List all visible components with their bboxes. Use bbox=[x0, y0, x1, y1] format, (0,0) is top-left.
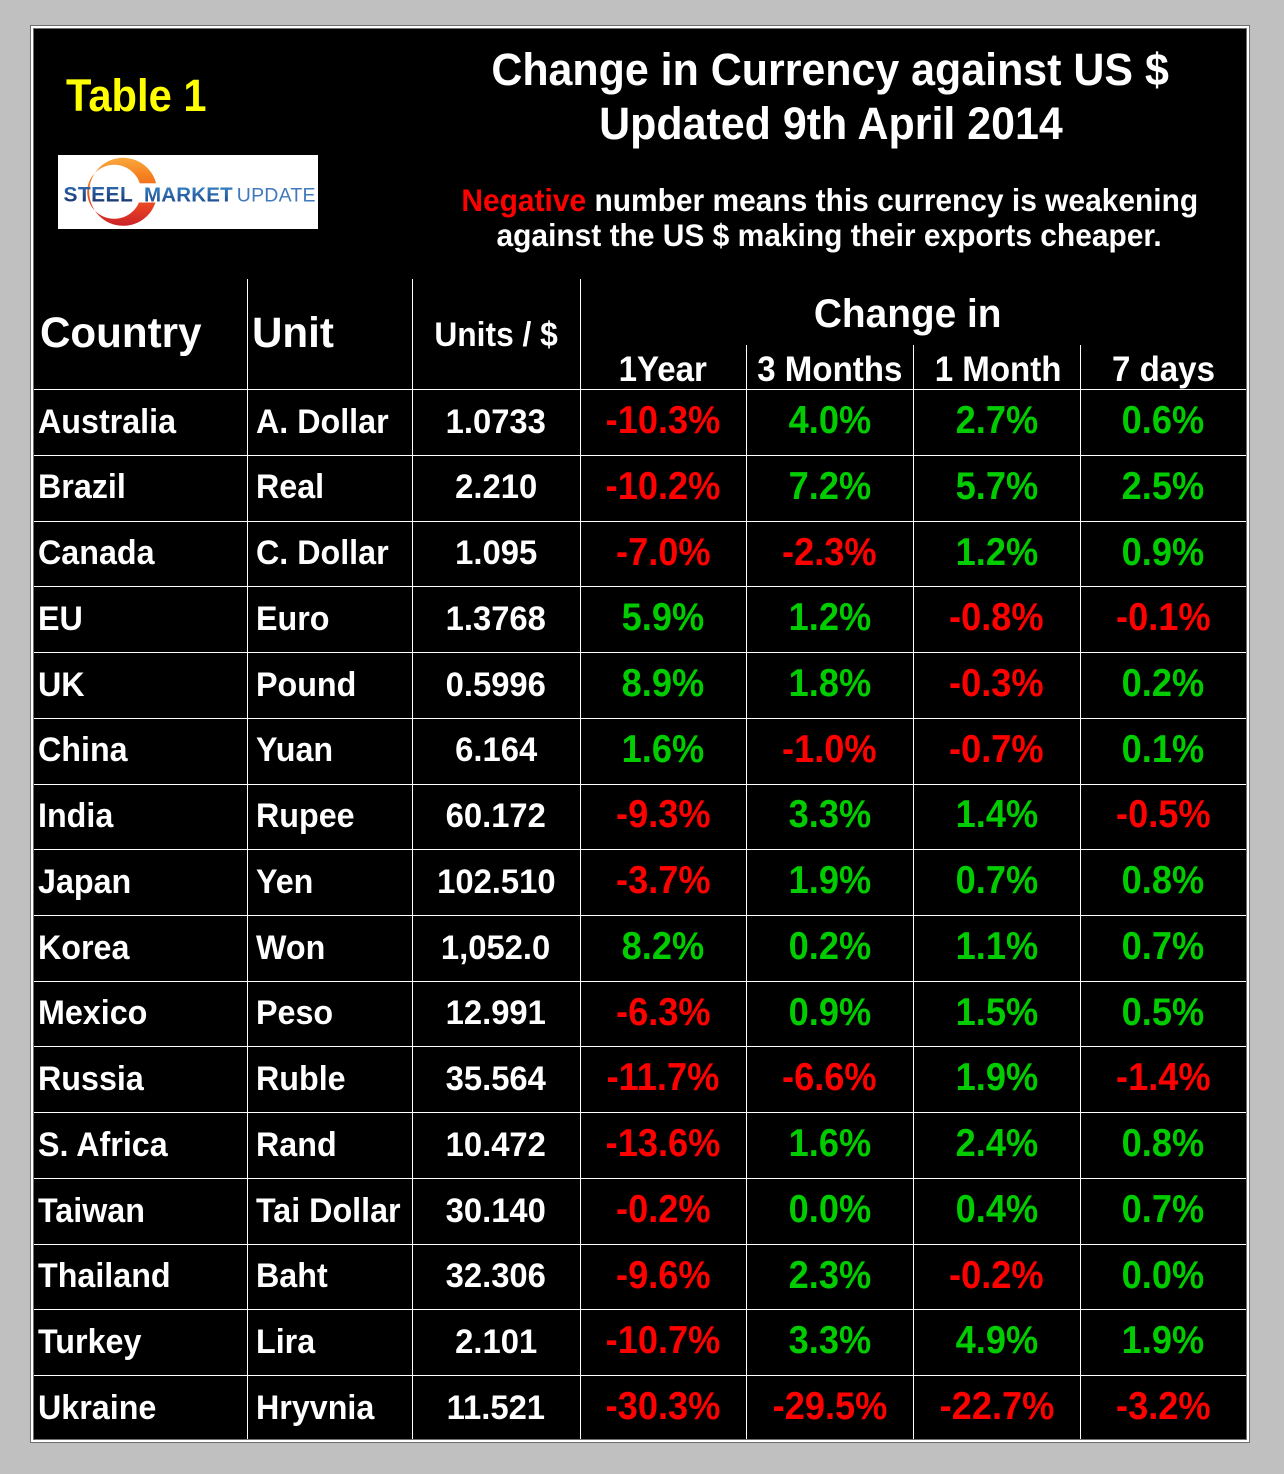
svg-text:UPDATE: UPDATE bbox=[237, 184, 316, 206]
svg-text:STEEL: STEEL bbox=[64, 183, 134, 206]
svg-text:MARKET: MARKET bbox=[144, 183, 233, 206]
